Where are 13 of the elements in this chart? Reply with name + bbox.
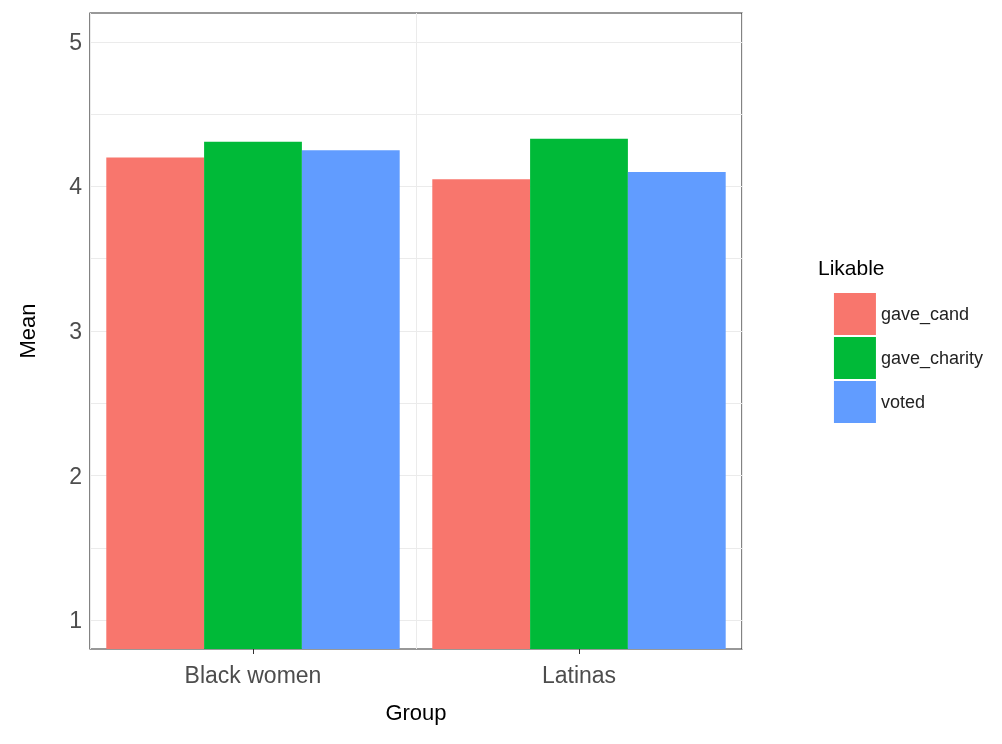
y-tick-label: 1 bbox=[69, 607, 82, 634]
legend-label: voted bbox=[880, 392, 925, 412]
y-axis-title: Mean bbox=[14, 303, 40, 359]
y-tick-label: 3 bbox=[69, 318, 82, 344]
y-tick-label: 4 bbox=[69, 173, 83, 200]
y-tick-label: 2 bbox=[69, 462, 82, 489]
x-tick-label: Black women bbox=[184, 661, 322, 688]
legend-title: Likable bbox=[818, 256, 885, 279]
legend-label: gave_cand bbox=[880, 304, 970, 325]
x-axis-title: Group bbox=[385, 699, 447, 725]
x-tick-label: Latinas bbox=[541, 661, 617, 688]
legend-label: gave_charity bbox=[880, 348, 983, 369]
y-tick-label: 5 bbox=[69, 28, 82, 55]
